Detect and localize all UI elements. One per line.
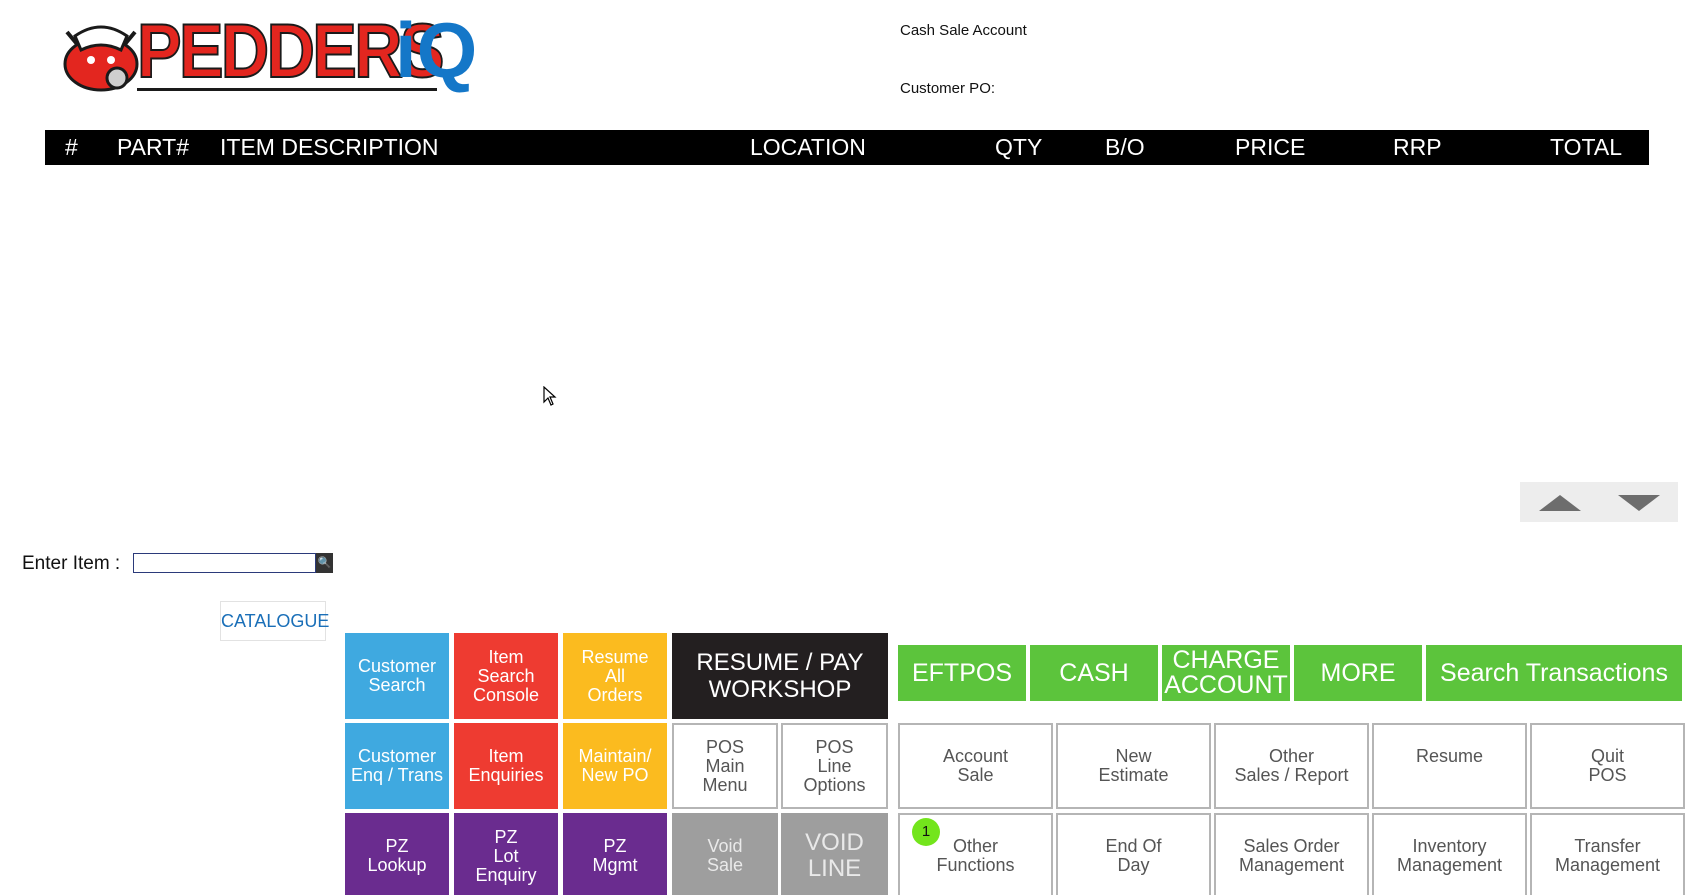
scroll-down-icon[interactable] (1618, 495, 1660, 511)
brand-text: PEDDERS (136, 9, 445, 94)
brand-suffix: iQ (395, 6, 478, 94)
void-line-button[interactable]: VOID LINE (781, 813, 888, 895)
enter-item-label: Enter Item : (22, 553, 121, 574)
col-total: TOTAL (1550, 134, 1622, 160)
eftpos-button[interactable]: EFTPOS (898, 645, 1026, 701)
quit-pos-button[interactable]: Quit POS (1530, 723, 1685, 809)
pz-mgmt-button[interactable]: PZ Mgmt (563, 813, 667, 895)
inventory-management-button[interactable]: Inventory Management (1372, 813, 1527, 895)
void-sale-button[interactable]: Void Sale (672, 813, 778, 895)
col-bo: B/O (1105, 134, 1145, 160)
item-search-console-button[interactable]: Item Search Console (454, 633, 558, 719)
customer-search-button[interactable]: Customer Search (345, 633, 449, 719)
item-enquiries-button[interactable]: Item Enquiries (454, 723, 558, 809)
col-price: PRICE (1235, 134, 1306, 160)
col-number: # (65, 134, 78, 160)
resume-button[interactable]: Resume (1372, 723, 1527, 809)
catalogue-button[interactable]: CATALOGUE (220, 601, 329, 641)
new-estimate-button[interactable]: New Estimate (1056, 723, 1211, 809)
col-location: LOCATION (750, 134, 866, 160)
transfer-management-button[interactable]: Transfer Management (1530, 813, 1685, 895)
maintain-new-po-button[interactable]: Maintain/ New PO (563, 723, 667, 809)
mouse-cursor-icon (543, 386, 557, 406)
other-sales-report-button[interactable]: Other Sales / Report (1214, 723, 1369, 809)
sale-grid-header: # PART# ITEM DESCRIPTION LOCATION QTY B/… (45, 130, 1649, 165)
enter-item-input[interactable] (133, 553, 316, 573)
grid-scroll-controls (1520, 482, 1678, 522)
pos-main-menu-button[interactable]: POS Main Menu (672, 723, 778, 809)
account-label: Cash Sale Account (900, 22, 1027, 39)
col-rrp: RRP (1393, 134, 1442, 160)
more-button[interactable]: MORE (1294, 645, 1422, 701)
customer-enq-trans-button[interactable]: Customer Enq / Trans (345, 723, 449, 809)
search-icon[interactable]: 🔍 (316, 553, 333, 573)
end-of-day-button[interactable]: End Of Day (1056, 813, 1211, 895)
col-part: PART# (117, 134, 190, 160)
col-description: ITEM DESCRIPTION (220, 134, 439, 160)
pz-lookup-button[interactable]: PZ Lookup (345, 813, 449, 895)
sales-order-management-button[interactable]: Sales Order Management (1214, 813, 1369, 895)
logo-underline (137, 88, 437, 91)
scroll-up-icon[interactable] (1539, 495, 1581, 511)
resume-all-orders-button[interactable]: Resume All Orders (563, 633, 667, 719)
account-sale-button[interactable]: Account Sale (898, 723, 1053, 809)
customer-po-label: Customer PO: (900, 80, 996, 97)
pos-line-options-button[interactable]: POS Line Options (781, 723, 888, 809)
cash-button[interactable]: CASH (1030, 645, 1158, 701)
pz-lot-enquiry-button[interactable]: PZ Lot Enquiry (454, 813, 558, 895)
search-transactions-button[interactable]: Search Transactions (1426, 645, 1682, 701)
notification-badge: 1 (912, 818, 940, 846)
pedders-logo: PEDDERS iQ (57, 8, 489, 96)
col-qty: QTY (995, 134, 1043, 160)
bull-mascot-icon (63, 25, 139, 92)
resume-pay-workshop-button[interactable]: RESUME / PAY WORKSHOP (672, 633, 888, 719)
charge-account-button[interactable]: CHARGE ACCOUNT (1162, 645, 1290, 701)
